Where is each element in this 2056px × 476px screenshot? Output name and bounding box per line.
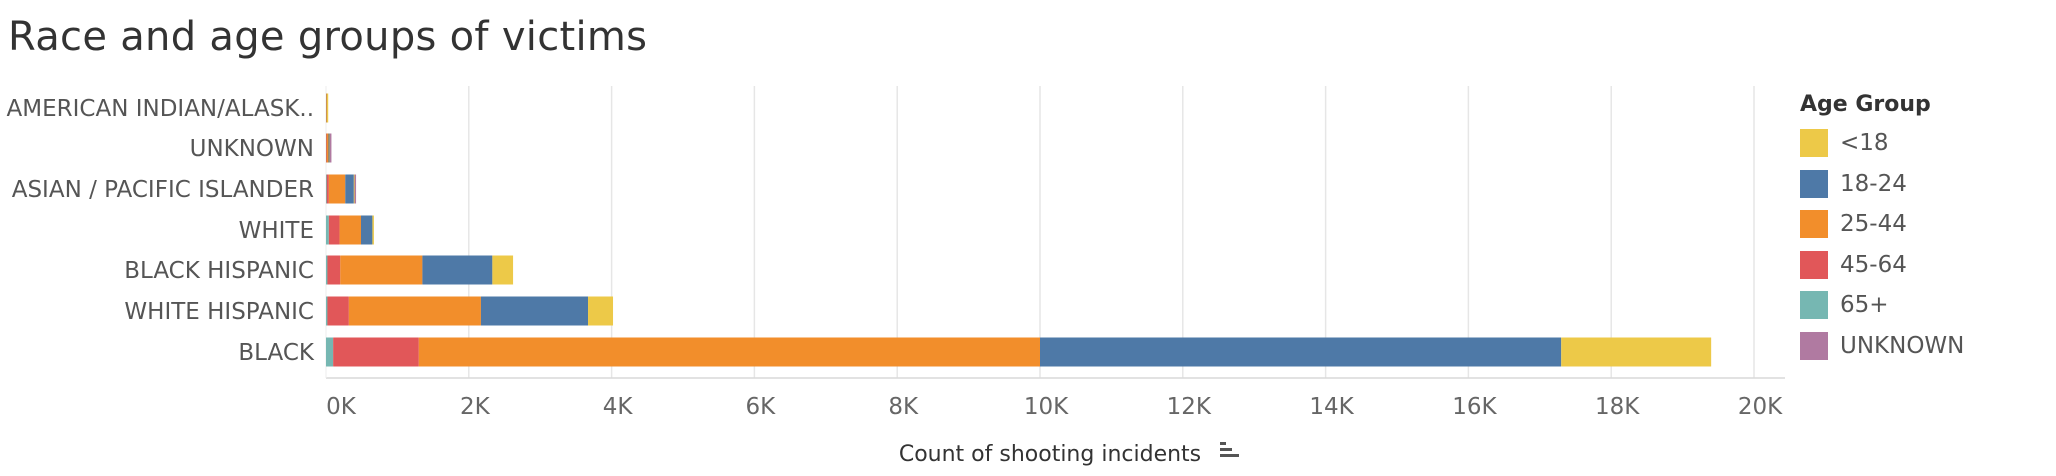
- bar-segment[interactable]: [326, 133, 329, 163]
- bar-segment[interactable]: [418, 337, 1040, 367]
- bar-segment[interactable]: [360, 215, 373, 245]
- legend-item[interactable]: 18-24: [1800, 164, 2040, 205]
- sort-icon[interactable]: [1220, 442, 1239, 457]
- legend-swatch: [1800, 331, 1828, 360]
- x-axis-title-group: Count of shooting incidents: [899, 442, 1239, 467]
- bar-segment[interactable]: [328, 174, 346, 204]
- x-tick-label: 2K: [460, 394, 491, 420]
- legend-item[interactable]: 65+: [1800, 285, 2040, 326]
- legend-item[interactable]: 25-44: [1800, 204, 2040, 245]
- legend-item[interactable]: <18: [1800, 123, 2040, 164]
- bar-segment[interactable]: [333, 337, 419, 367]
- category-label: WHITE HISPANIC: [124, 299, 314, 325]
- legend-label: UNKNOWN: [1840, 332, 1965, 359]
- bar-segment[interactable]: [339, 215, 361, 245]
- legend-label: 45-64: [1840, 251, 1907, 278]
- category-label: BLACK: [238, 340, 315, 366]
- bar-segment[interactable]: [326, 337, 334, 367]
- x-tick-label: 8K: [888, 394, 919, 420]
- legend-label: 65+: [1840, 292, 1889, 319]
- legend-label: <18: [1840, 130, 1889, 157]
- bar-segment[interactable]: [326, 255, 328, 285]
- bar-segment[interactable]: [345, 174, 354, 204]
- x-tick-label: 0K: [326, 394, 357, 420]
- bar-segment[interactable]: [329, 133, 332, 163]
- x-tick-label: 20K: [1738, 394, 1783, 420]
- legend-items: <18 18-24 25-44 45-64 65+ UNKNOWN: [1800, 123, 2040, 366]
- bar-segment[interactable]: [480, 296, 589, 326]
- category-labels: AMERICAN INDIAN/ALASK.. UNKNOWN ASIAN / PA…: [7, 96, 315, 366]
- legend-item[interactable]: 45-64: [1800, 245, 2040, 286]
- bar-segment[interactable]: [492, 255, 514, 285]
- bar-segment[interactable]: [1561, 337, 1712, 367]
- bar-segment[interactable]: [326, 296, 328, 326]
- legend-swatch: [1800, 210, 1828, 239]
- category-label: BLACK HISPANIC: [124, 258, 314, 284]
- bar-segment[interactable]: [326, 215, 329, 245]
- bar-segment[interactable]: [328, 215, 340, 245]
- legend-swatch: [1800, 169, 1828, 198]
- category-label: AMERICAN INDIAN/ALASK..: [7, 96, 314, 122]
- bar-segment[interactable]: [1040, 337, 1562, 367]
- legend-swatch: [1800, 129, 1828, 158]
- legend-swatch: [1800, 250, 1828, 279]
- bar-segment[interactable]: [327, 296, 349, 326]
- bar-segment[interactable]: [372, 215, 374, 245]
- x-tick-label: 12K: [1167, 394, 1212, 420]
- x-tick-label: 10K: [1024, 394, 1069, 420]
- legend-title: Age Group: [1800, 92, 1931, 117]
- grid-lines: [325, 86, 1785, 379]
- legend-item[interactable]: UNKNOWN: [1800, 326, 2040, 367]
- x-tick-labels: 0K 2K 4K 6K 8K 10K 12K 14K 16K 18K 20K: [326, 394, 1783, 420]
- bars: [326, 93, 1712, 367]
- bar-segment[interactable]: [348, 296, 481, 326]
- x-tick-label: 16K: [1452, 394, 1497, 420]
- bar-segment[interactable]: [326, 93, 329, 123]
- category-label: UNKNOWN: [190, 136, 314, 162]
- legend: Age Group <18 18-24 25-44 45-64 65+ UNKNOWN: [1800, 92, 2040, 366]
- bar-segment[interactable]: [422, 255, 493, 285]
- bar-segment[interactable]: [327, 255, 341, 285]
- chart-title: Race and age groups of victims: [8, 14, 648, 60]
- x-axis-title: Count of shooting incidents: [899, 442, 1201, 467]
- x-tick-label: 4K: [603, 394, 634, 420]
- legend-swatch: [1800, 291, 1828, 320]
- bar-segment[interactable]: [588, 296, 614, 326]
- bar-segment[interactable]: [328, 133, 330, 163]
- x-tick-label: 6K: [746, 394, 777, 420]
- category-label: WHITE: [239, 218, 314, 244]
- bar-segment[interactable]: [340, 255, 423, 285]
- category-label: ASIAN / PACIFIC ISLANDER: [12, 177, 314, 203]
- bar-segment[interactable]: [326, 174, 329, 204]
- x-tick-label: 14K: [1309, 394, 1354, 420]
- bar-segment[interactable]: [354, 174, 357, 204]
- legend-label: 18-24: [1840, 170, 1907, 197]
- x-tick-label: 18K: [1595, 394, 1640, 420]
- legend-label: 25-44: [1840, 211, 1907, 238]
